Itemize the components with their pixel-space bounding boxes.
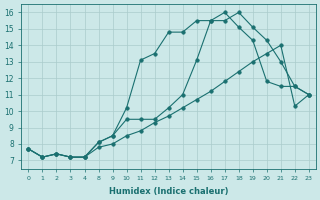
X-axis label: Humidex (Indice chaleur): Humidex (Indice chaleur) [109, 187, 228, 196]
